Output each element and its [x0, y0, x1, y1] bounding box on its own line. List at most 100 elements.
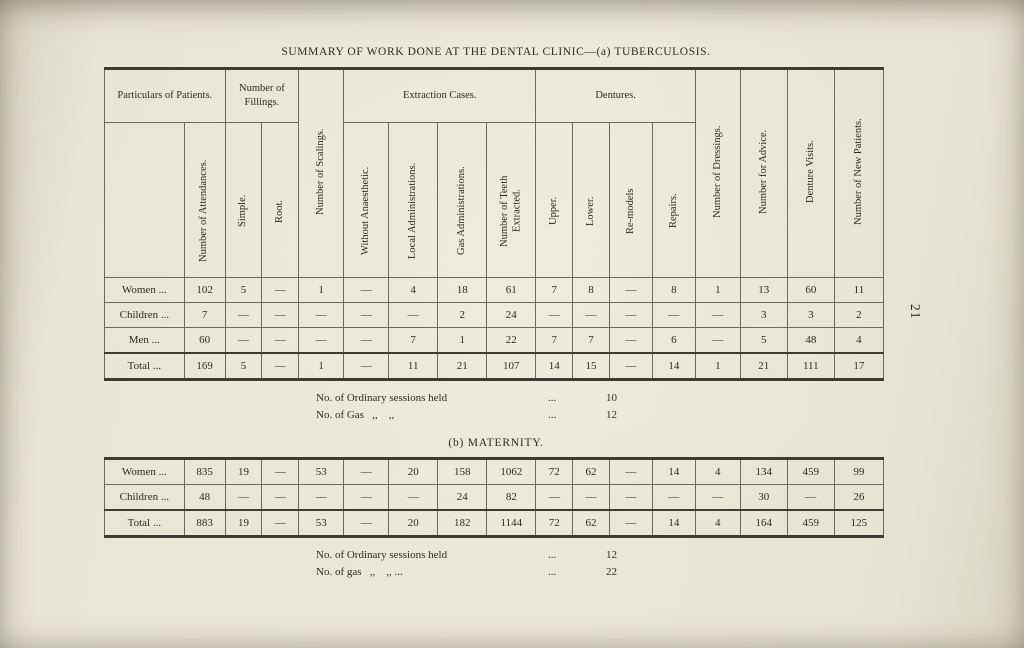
data-cell: 835 — [183, 458, 226, 485]
data-cell: — — [261, 509, 300, 537]
data-cell: 6 — [651, 327, 696, 354]
col-group-fillings: Number of Fillings. — [224, 68, 300, 123]
note-value: 10 — [606, 392, 617, 404]
col-header-new-patients: Number of New Patients. — [833, 68, 885, 278]
note-label: No. of gas ,, ,, ... — [316, 565, 403, 578]
data-cell: 883 — [183, 509, 226, 537]
data-cell: — — [343, 327, 390, 354]
note-label: No. of Ordinary sessions held — [316, 549, 448, 561]
col-header-repairs: Repairs. — [651, 122, 696, 278]
table-row: Women ... 835 19—53—20 158 1062 72 62—14 4 134 45… — [104, 458, 885, 485]
data-cell: 2 — [833, 302, 885, 328]
data-cell: 61 — [486, 277, 537, 303]
col-header-simple: Simple. — [224, 122, 263, 278]
data-cell: 21 — [437, 352, 488, 380]
page-number: 21 — [908, 304, 923, 320]
data-cell: 7 — [572, 327, 610, 354]
data-cell: 8 — [651, 277, 696, 303]
data-cell: 21 — [739, 352, 788, 380]
data-cell: 18 — [437, 277, 488, 303]
col-header-label: Lower. — [584, 196, 596, 226]
note-line: No. of Ordinary sessions held ... 12 — [316, 547, 888, 564]
table-row: Men ... 60— — — —7 1 22 7 7—6—5 48 4 — [104, 327, 885, 354]
col-group-label: Particulars of Patients. — [117, 90, 213, 102]
data-cell: 158 — [437, 458, 488, 485]
data-cell: — — [261, 352, 300, 380]
data-cell: — — [608, 509, 653, 537]
data-cell: — — [261, 327, 300, 354]
data-cell: 1062 — [486, 458, 537, 485]
data-cell: — — [343, 458, 390, 485]
note-line: No. of Gas ,, ,, ... 12 — [316, 407, 888, 424]
col-header-root: Root. — [261, 122, 300, 278]
maternity-table-body: Women ... 835 19—53—20 158 1062 72 62—14 4 134 45… — [104, 458, 885, 537]
col-header-label: Number of New Patients. — [852, 118, 864, 226]
data-cell: — — [608, 352, 653, 380]
note-value: 22 — [606, 565, 617, 578]
data-cell: 11 — [388, 352, 439, 380]
data-cell: 26 — [833, 484, 885, 511]
col-header-lower: Lower. — [572, 122, 610, 278]
data-cell: 62 — [572, 509, 610, 537]
maternity-heading: (b) MATERNITY. — [448, 437, 544, 449]
data-cell: 4 — [833, 327, 885, 354]
data-cell: — — [224, 484, 263, 511]
data-cell: 1 — [437, 327, 488, 354]
data-cell: — — [608, 327, 653, 354]
col-header-label: Number of Dressings. — [711, 125, 723, 219]
col-header-blank — [104, 122, 185, 278]
data-cell: — — [343, 484, 390, 511]
note-label: No. of Gas ,, ,, — [316, 408, 395, 421]
data-cell: 107 — [486, 352, 537, 380]
data-cell: — — [261, 458, 300, 485]
note-value: 12 — [606, 549, 617, 561]
data-cell: — — [261, 484, 300, 511]
data-cell: 134 — [739, 458, 788, 485]
data-cell: 20 — [388, 509, 439, 537]
col-header-label: Number of Teeth Extracted. — [498, 175, 523, 247]
row-label: Men ... — [104, 327, 185, 354]
data-cell: 17 — [833, 352, 885, 380]
data-cell: 62 — [572, 458, 610, 485]
col-header-scalings: Number of Scalings. — [298, 68, 345, 278]
table-row: Women ... 102 5—1—4 18 61 7 8—8 1 13 60 11 — [104, 277, 885, 303]
data-cell: 164 — [739, 509, 788, 537]
col-group-label: Dentures. — [595, 90, 636, 102]
data-cell: 182 — [437, 509, 488, 537]
data-cell: — — [343, 277, 390, 303]
data-cell: 5 — [224, 277, 263, 303]
col-header-label: Number for Advice. — [757, 129, 769, 215]
data-cell: 4 — [388, 277, 439, 303]
data-cell: 53 — [298, 458, 345, 485]
data-cell: 125 — [833, 509, 885, 537]
data-cell: 82 — [486, 484, 537, 511]
col-header-gas-administrations: Gas Administrations. — [437, 122, 488, 278]
table-header: Particulars of Patients. Number of Filli… — [104, 68, 885, 278]
data-cell: 4 — [694, 458, 741, 485]
data-cell: 14 — [651, 458, 696, 485]
row-label: Children ... — [104, 484, 185, 511]
col-header-advice: Number for Advice. — [739, 68, 788, 278]
col-header-label: Simple. — [237, 194, 249, 228]
data-cell: — — [651, 302, 696, 328]
table-row: Total ... 169 5—1—11 21 107 14 15—14 1 21 111 17 — [104, 352, 885, 380]
tuberculosis-table: Particulars of Patients. Number of Filli… — [104, 67, 885, 381]
data-cell: 1 — [298, 277, 345, 303]
data-cell: 459 — [786, 509, 835, 537]
data-cell: — — [608, 484, 653, 511]
col-header-label: Number of Attendances. — [198, 159, 210, 263]
row-label: Women ... — [104, 277, 185, 303]
data-cell: — — [343, 509, 390, 537]
data-cell: 24 — [437, 484, 488, 511]
note-leader: ... — [548, 549, 557, 561]
row-label: Total ... — [104, 509, 185, 537]
col-header-label: Denture Visits. — [804, 140, 816, 204]
note-label: No. of Ordinary sessions held — [316, 392, 448, 404]
data-cell: — — [224, 327, 263, 354]
data-cell: — — [535, 484, 574, 511]
note-leader: ... — [548, 408, 557, 421]
col-header-label: Root. — [274, 199, 286, 223]
data-cell: — — [694, 302, 741, 328]
data-cell: 22 — [486, 327, 537, 354]
data-cell: — — [298, 302, 345, 328]
